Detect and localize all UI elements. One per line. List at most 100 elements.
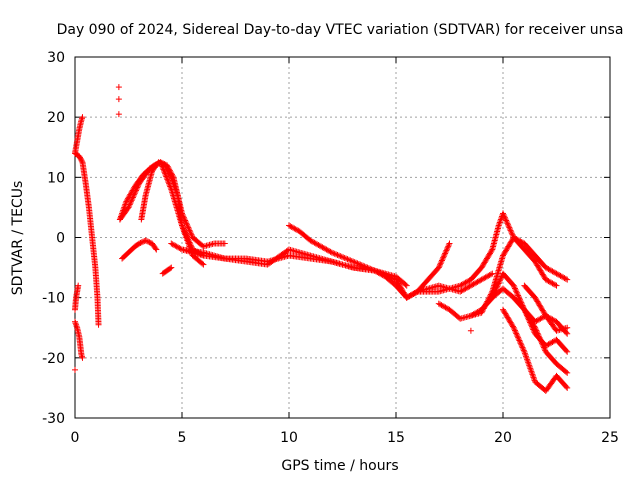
data-point xyxy=(540,344,547,351)
data-point xyxy=(355,260,362,267)
data-point xyxy=(500,210,506,217)
data-point xyxy=(72,366,78,373)
data-point xyxy=(563,329,570,336)
data-point xyxy=(167,184,174,191)
data-point xyxy=(513,331,520,338)
grid xyxy=(75,57,610,418)
data-point xyxy=(564,276,571,283)
data-point xyxy=(143,238,150,245)
data-point xyxy=(183,220,190,227)
data-point xyxy=(505,223,512,230)
data-point xyxy=(200,261,207,268)
data-point xyxy=(439,256,446,263)
y-tick-label: -10 xyxy=(42,291,65,307)
data-point xyxy=(357,261,364,268)
data-point xyxy=(343,255,350,262)
data-point xyxy=(494,283,501,290)
data-point xyxy=(334,251,341,258)
data-point xyxy=(489,270,496,277)
data-point xyxy=(532,324,539,331)
data-point xyxy=(496,279,503,286)
data-point xyxy=(347,257,354,264)
data-point xyxy=(506,224,513,231)
data-point xyxy=(158,162,165,169)
data-point xyxy=(513,289,520,296)
data-point xyxy=(445,241,452,248)
data-point xyxy=(505,221,512,228)
data-point xyxy=(495,280,502,287)
data-point xyxy=(163,173,170,180)
data-point xyxy=(510,282,517,289)
data-point xyxy=(498,274,505,281)
data-point xyxy=(552,281,559,288)
data-point xyxy=(564,384,571,391)
data-point xyxy=(167,265,174,272)
data-point xyxy=(564,369,571,376)
data-point xyxy=(440,253,447,260)
data-point xyxy=(500,211,507,218)
data-point xyxy=(161,169,168,176)
data-point xyxy=(75,282,82,289)
data-point xyxy=(185,224,192,231)
data-point xyxy=(446,240,453,247)
data-point xyxy=(502,216,509,223)
data-point xyxy=(354,260,361,267)
data-point xyxy=(152,245,159,252)
data-point xyxy=(513,288,520,295)
data-point xyxy=(508,228,515,235)
y-tick-label: 30 xyxy=(47,50,65,66)
data-point xyxy=(162,170,169,177)
data-point xyxy=(360,262,367,269)
data-point xyxy=(163,174,170,181)
data-point xyxy=(537,337,544,344)
data-point xyxy=(511,327,518,334)
data-point xyxy=(440,254,447,261)
data-point xyxy=(497,276,504,283)
data-point xyxy=(532,326,539,333)
data-point xyxy=(140,238,147,245)
data-point xyxy=(79,354,86,361)
data-point xyxy=(531,323,538,330)
data-point xyxy=(487,271,494,278)
chart-title: Day 090 of 2024, Sidereal Day-to-day VTE… xyxy=(57,22,624,38)
y-tick-label: 20 xyxy=(47,110,65,126)
data-point xyxy=(115,111,122,118)
data-point xyxy=(496,277,503,284)
data-point xyxy=(539,341,546,348)
data-point xyxy=(146,239,153,246)
data-point xyxy=(221,240,228,247)
data-point xyxy=(516,337,523,344)
data-point xyxy=(533,328,540,335)
data-point xyxy=(518,341,525,348)
data-point xyxy=(78,158,85,165)
data-point xyxy=(562,275,569,282)
data-point xyxy=(520,345,527,352)
data-point xyxy=(159,163,166,170)
data-point xyxy=(441,251,448,258)
data-point xyxy=(507,227,514,234)
data-point xyxy=(137,239,144,246)
data-point xyxy=(442,250,449,257)
data-point xyxy=(177,245,184,252)
data-point xyxy=(153,246,160,253)
data-point xyxy=(361,263,368,270)
data-point xyxy=(443,246,450,253)
data-point xyxy=(503,217,510,224)
data-point xyxy=(515,334,522,341)
data-point xyxy=(511,285,518,292)
data-point xyxy=(158,160,165,167)
data-point xyxy=(509,323,516,330)
data-point xyxy=(563,383,570,390)
data-point xyxy=(167,183,174,190)
data-point xyxy=(142,237,149,244)
data-point xyxy=(564,348,571,355)
data-point xyxy=(520,347,527,354)
data-point xyxy=(402,281,409,288)
data-point xyxy=(533,327,540,334)
data-point xyxy=(515,336,522,343)
data-point xyxy=(167,172,174,179)
data-point xyxy=(363,263,370,270)
data-point xyxy=(344,256,351,263)
data-point xyxy=(367,265,374,272)
data-point xyxy=(512,328,519,335)
